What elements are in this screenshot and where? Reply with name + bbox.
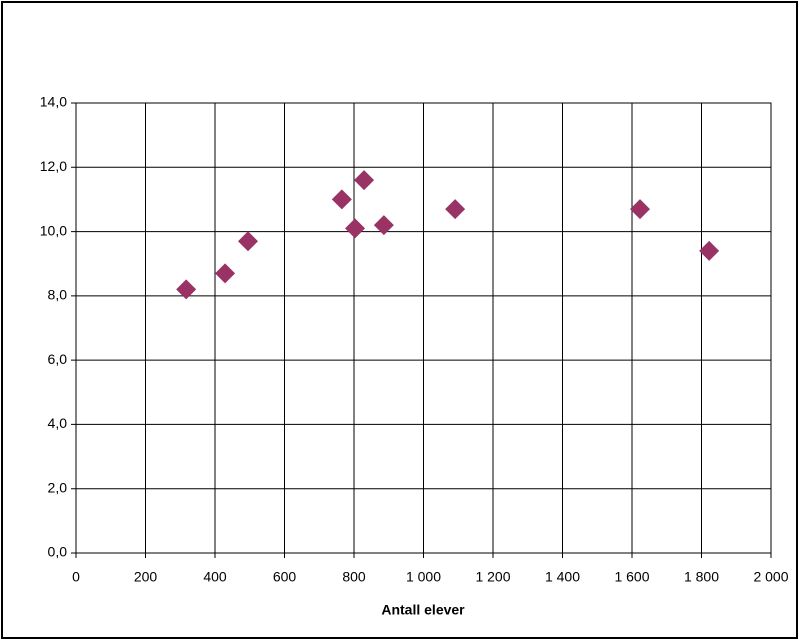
y-tick-label: 8,0 (48, 287, 68, 303)
x-tick-label: 1 400 (545, 569, 580, 585)
x-tick-label: 1 200 (475, 569, 510, 585)
point (238, 231, 259, 252)
y-tick-label: 10,0 (40, 222, 67, 238)
x-axis-label: Antall elever (381, 602, 465, 618)
x-tick-label: 200 (134, 569, 158, 585)
y-tick-label: 2,0 (48, 479, 68, 495)
point (699, 240, 720, 261)
point (445, 199, 466, 220)
point (373, 215, 394, 236)
plot-frame (75, 102, 772, 554)
point (345, 218, 366, 239)
y-tick-label: 6,0 (48, 351, 68, 367)
point (354, 170, 375, 191)
point (331, 189, 352, 210)
point (176, 279, 197, 300)
x-tick-label: 2 000 (753, 569, 788, 585)
y-tick-label: 12,0 (40, 158, 67, 174)
x-tick-label: 400 (203, 569, 227, 585)
x-tick-label: 1 000 (406, 569, 441, 585)
x-tick-label: 1 800 (684, 569, 719, 585)
x-tick-label: 800 (342, 569, 366, 585)
x-tick-label: 0 (72, 569, 80, 585)
y-tick-label: 4,0 (48, 415, 68, 431)
x-tick-label: 1 600 (614, 569, 649, 585)
point (215, 263, 236, 284)
point (629, 199, 650, 220)
y-tick-label: 0,0 (48, 544, 68, 560)
x-tick-label: 600 (273, 569, 297, 585)
y-tick-label: 14,0 (40, 94, 67, 110)
